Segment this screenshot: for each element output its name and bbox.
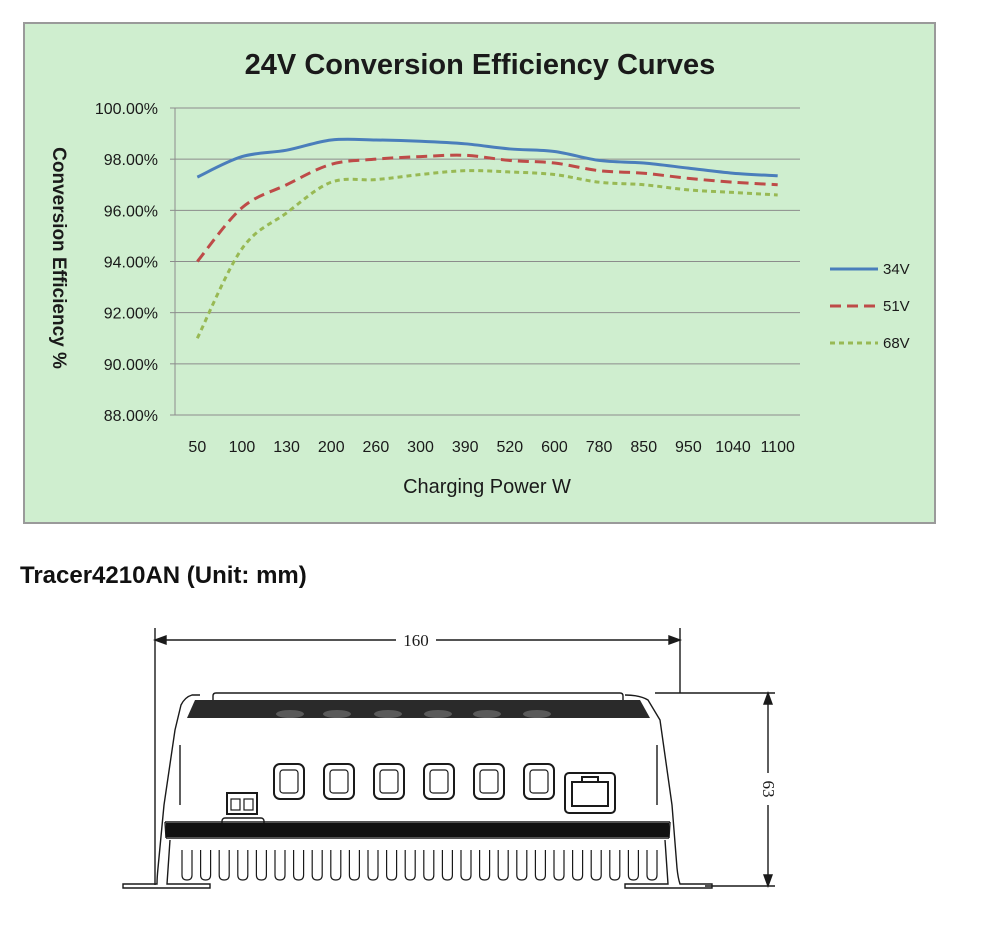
x-tick-label: 200	[318, 439, 345, 456]
terminal-opening-5-inner	[479, 769, 499, 794]
x-tick-label: 850	[630, 439, 657, 456]
x-tick-label: 100	[229, 439, 256, 456]
width-arrow-left	[152, 635, 167, 645]
controller-outline	[122, 694, 713, 889]
rj45-port-inner	[571, 776, 609, 807]
terminal-opening-2-inner	[329, 769, 349, 794]
terminal-opening-6	[523, 763, 555, 800]
heat-sink-fin	[609, 850, 621, 881]
controller-face-fill	[187, 700, 650, 718]
terminal-opening-6-inner	[529, 769, 549, 794]
x-tick-label: 130	[273, 439, 300, 456]
x-tick-label: 780	[586, 439, 613, 456]
series-line-34V	[196, 137, 778, 179]
efficiency-chart: 24V Conversion Efficiency Curves Convers…	[48, 49, 910, 498]
heat-sink-fin	[181, 850, 193, 881]
screw-1	[276, 710, 304, 718]
heat-sink-fin	[646, 850, 658, 881]
y-tick-label: 90.00%	[104, 357, 158, 374]
heat-sink-fin	[516, 850, 528, 881]
heat-sink-fin	[274, 850, 286, 881]
y-axis-title: Conversion Efficiency %	[48, 147, 69, 369]
controller-lower-band	[166, 823, 669, 837]
heat-sink-fin	[404, 850, 416, 881]
heat-sink-fin	[441, 850, 453, 881]
heat-sink-fins	[181, 850, 658, 881]
screw-3	[374, 710, 402, 718]
heat-sink-fin	[311, 850, 323, 881]
width-arrow-right	[668, 635, 683, 645]
screw-6	[523, 710, 551, 718]
y-tick-label: 92.00%	[104, 306, 158, 323]
heat-sink-fin	[200, 850, 212, 881]
terminal-opening-3-inner	[379, 769, 399, 794]
heat-sink-fin	[534, 850, 546, 881]
x-tick-label: 50	[188, 439, 206, 456]
heat-sink-fin	[627, 850, 639, 881]
axis-layer: 88.00% 90.00% 92.00% 94.00% 96.00% 98.00% 100.…	[95, 101, 795, 456]
y-tick-label: 94.00%	[104, 255, 158, 272]
y-tick-label: 88.00%	[104, 408, 158, 425]
screw-2	[323, 710, 351, 718]
sensor-port-pin-1	[230, 798, 241, 811]
x-tick-label: 1100	[760, 439, 795, 456]
heat-sink-fin	[330, 850, 342, 881]
legend-label-34V: 34V	[883, 261, 910, 278]
controller-upper-face	[179, 711, 658, 805]
rj45-port	[564, 772, 616, 814]
heat-sink-fin	[218, 850, 230, 881]
dimension-drawing: 160 63	[122, 628, 778, 889]
y-tick-label: 96.00%	[104, 203, 158, 220]
x-tick-label: 260	[363, 439, 390, 456]
screw-4	[424, 710, 452, 718]
heat-sink-fin	[553, 850, 565, 881]
chart-title: 24V Conversion Efficiency Curves	[245, 49, 716, 81]
x-tick-label: 390	[452, 439, 479, 456]
heat-sink-fin	[237, 850, 249, 881]
terminal-opening-2	[323, 763, 355, 800]
heat-sink-fin	[348, 850, 360, 881]
width-dimension-label: 160	[403, 631, 429, 650]
heat-sink-fin	[479, 850, 491, 881]
heat-sink-fin	[255, 850, 267, 881]
legend: 34V 51V 68V	[830, 261, 910, 352]
x-tick-label: 300	[407, 439, 434, 456]
x-tick-label: 950	[675, 439, 702, 456]
terminal-opening-5	[473, 763, 505, 800]
terminal-opening-4	[423, 763, 455, 800]
heat-sink-fin	[497, 850, 509, 881]
height-dimension-label: 63	[759, 781, 778, 798]
x-tick-label: 1040	[715, 439, 751, 456]
legend-label-51V: 51V	[883, 298, 910, 315]
heat-sink-fin	[386, 850, 398, 881]
sensor-port-pin-2	[243, 798, 254, 811]
heat-sink-fin	[590, 850, 602, 881]
x-axis-title: Charging Power W	[403, 476, 571, 498]
grid-layer	[175, 107, 800, 416]
y-tick-label: 98.00%	[104, 152, 158, 169]
legend-label-68V: 68V	[883, 335, 910, 352]
heat-sink-fin	[293, 850, 305, 881]
series-layer	[195, 137, 778, 339]
heat-sink-fin	[423, 850, 435, 881]
y-tick-label: 100.00%	[95, 101, 158, 118]
terminal-opening-4-inner	[429, 769, 449, 794]
terminal-opening-3	[373, 763, 405, 800]
terminal-opening-1	[273, 763, 305, 800]
section-heading: Tracer4210AN (Unit: mm)	[20, 562, 307, 589]
heat-sink-fin	[572, 850, 584, 881]
x-tick-label: 600	[541, 439, 568, 456]
sensor-port	[226, 792, 258, 815]
heat-sink-fin	[460, 850, 472, 881]
height-arrow-bottom	[763, 874, 773, 889]
terminal-opening-1-inner	[279, 769, 299, 794]
controller-mid-band	[164, 821, 671, 839]
height-arrow-top	[763, 690, 773, 705]
heat-sink-fin	[367, 850, 379, 881]
terminal-screws	[276, 710, 551, 718]
controller-top-rail	[212, 692, 624, 710]
x-tick-label: 520	[496, 439, 523, 456]
screw-5	[473, 710, 501, 718]
